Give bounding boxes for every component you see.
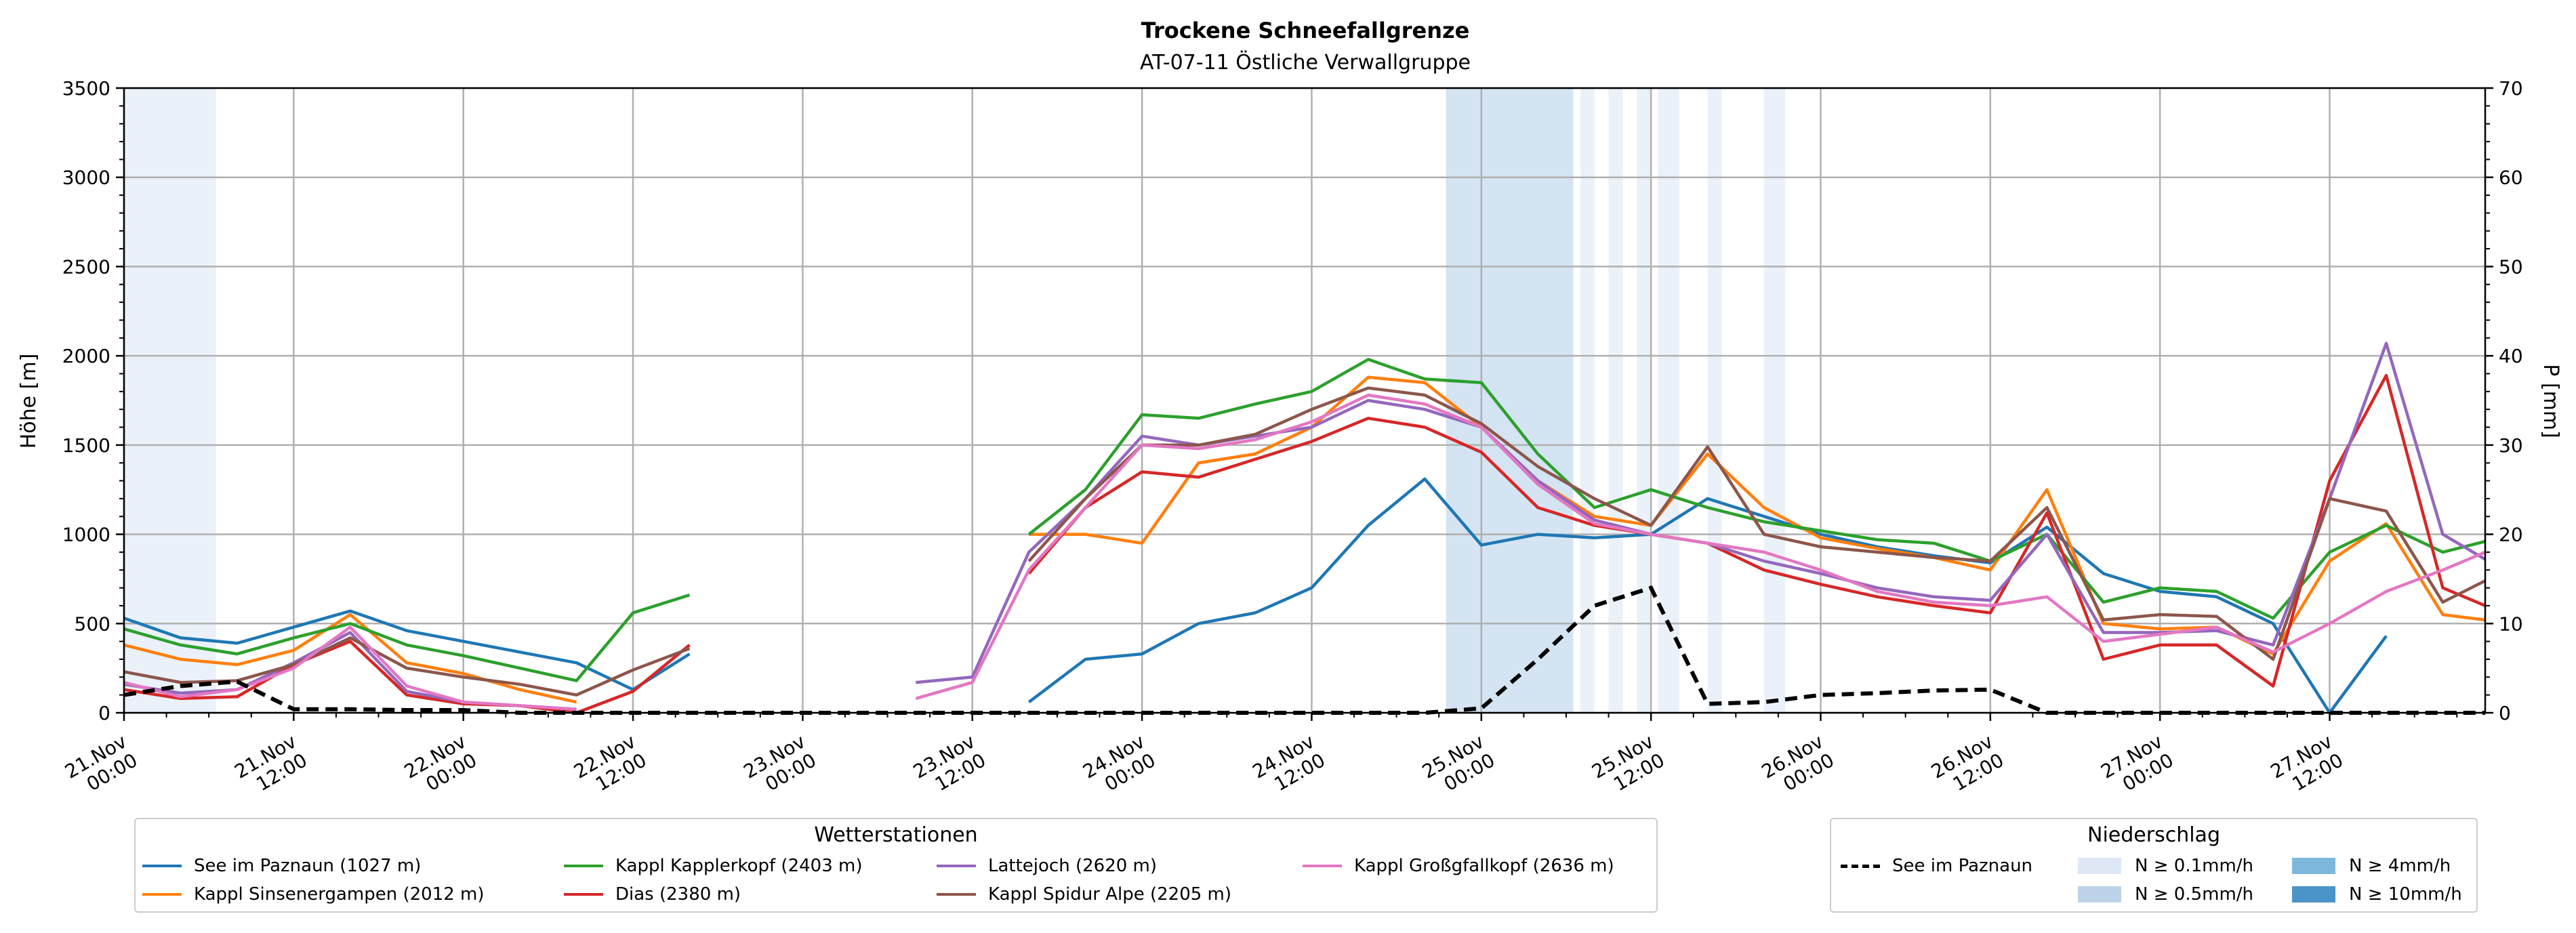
y-tick-label-0: 0 xyxy=(98,702,110,724)
y2-tick-label-7: 70 xyxy=(2499,77,2523,100)
precipitation-legend-title: Niederschlag xyxy=(1831,823,2476,847)
y2-tick-label-3: 30 xyxy=(2499,434,2523,457)
precip-band-7 xyxy=(1764,88,1785,713)
legend-item-kappl-spidur-alpe: Kappl Spidur Alpe (2205 m) xyxy=(937,884,1231,905)
x-tick-label-6: 24.Nov00:00 xyxy=(1079,730,1159,802)
y2-tick-label-5: 50 xyxy=(2499,255,2523,278)
legend-label: Kappl Sinsenergampen (2012 m) xyxy=(194,884,485,905)
station-series xyxy=(124,344,2485,713)
y-tick-label-5: 2500 xyxy=(62,255,110,278)
precip-band-1 xyxy=(1446,88,1574,713)
x-tick-label-9: 25.Nov12:00 xyxy=(1588,730,1668,802)
x-tick-label-10: 26.Nov00:00 xyxy=(1758,730,1838,802)
legend-label: N ≥ 0.1mm/h xyxy=(2135,856,2253,876)
series-line-4 xyxy=(124,344,2485,709)
legend-item-dias: Dias (2380 m) xyxy=(564,884,741,905)
x-tick-label-2: 22.Nov00:00 xyxy=(401,730,481,802)
x-tick-label-4: 23.Nov00:00 xyxy=(739,730,819,802)
x-tick-label-0: 21.Nov00:00 xyxy=(61,730,141,802)
legend-label: N ≥ 4mm/h xyxy=(2349,856,2451,876)
legend-item-lattejoch: Lattejoch (2620 m) xyxy=(937,856,1157,876)
stations-legend: Wetterstationen See im Paznaun (1027 m) … xyxy=(134,818,1658,913)
x-tick-label-7: 24.Nov12:00 xyxy=(1249,730,1329,802)
legend-label: N ≥ 10mm/h xyxy=(2349,884,2462,905)
chart-title: Trockene Schneefallgrenze xyxy=(1141,18,1470,43)
y2-tick-label-2: 20 xyxy=(2499,524,2523,546)
y2-tick-label-0: 0 xyxy=(2499,702,2511,724)
legend-item-kappl-sinsenergampen: Kappl Sinsenergampen (2012 m) xyxy=(142,884,485,905)
legend-item-precip-10: N ≥ 10mm/h xyxy=(2292,884,2462,905)
precipitation-series xyxy=(124,588,2485,713)
x-tick-label-1: 21.Nov12:00 xyxy=(230,730,310,802)
y2-tick-label-6: 60 xyxy=(2499,167,2523,189)
x-tick-label-5: 23.Nov12:00 xyxy=(909,730,989,802)
legend-label: Kappl Großgfallkopf (2636 m) xyxy=(1354,856,1614,876)
precip-band-0 xyxy=(124,88,216,713)
stations-legend-title: Wetterstationen xyxy=(136,823,1656,847)
precip-band-4 xyxy=(1637,88,1651,713)
legend-label: See im Paznaun xyxy=(1892,856,2032,876)
legend-item-precip-see-im-paznaun: See im Paznaun xyxy=(1841,856,2032,876)
legend-label: Kappl Kapplerkopf (2403 m) xyxy=(615,856,862,876)
y-tick-label-4: 2000 xyxy=(62,345,110,367)
legend-item-precip-05: N ≥ 0.5mm/h xyxy=(2078,884,2253,905)
precip-band-6 xyxy=(1708,88,1722,713)
legend-item-kappl-grossgfallkopf: Kappl Großgfallkopf (2636 m) xyxy=(1303,856,1614,876)
snowfall-limit-chart: Trockene Schneefallgrenze AT-07-11 Östli… xyxy=(0,0,2576,933)
precipitation-legend: Niederschlag See im Paznaun N ≥ 0.1mm/h … xyxy=(1830,818,2478,913)
y-tick-label-7: 3500 xyxy=(62,77,110,100)
grid xyxy=(124,88,2485,713)
legend-label: Lattejoch (2620 m) xyxy=(988,856,1157,876)
y-tick-label-3: 1500 xyxy=(62,434,110,457)
legend-item-see-im-paznaun: See im Paznaun (1027 m) xyxy=(142,856,421,876)
x-tick-label-8: 25.Nov00:00 xyxy=(1418,730,1498,802)
legend-label: See im Paznaun (1027 m) xyxy=(194,856,421,876)
precip-line xyxy=(124,588,2485,713)
y-tick-label-6: 3000 xyxy=(62,167,110,189)
y2-tick-label-4: 40 xyxy=(2499,345,2523,367)
legend-label: Dias (2380 m) xyxy=(615,884,741,905)
plot-frame xyxy=(124,88,2485,713)
legend-label: Kappl Spidur Alpe (2205 m) xyxy=(988,884,1231,905)
y-tick-label-2: 1000 xyxy=(62,524,110,546)
y2-tick-label-1: 10 xyxy=(2499,613,2523,635)
chart-subtitle: AT-07-11 Östliche Verwallgruppe xyxy=(1140,50,1471,75)
x-tick-label-13: 27.Nov12:00 xyxy=(2267,730,2347,802)
legend-label: N ≥ 0.5mm/h xyxy=(2135,884,2253,905)
x-tick-label-11: 26.Nov12:00 xyxy=(1927,730,2007,802)
legend-item-precip-4: N ≥ 4mm/h xyxy=(2292,856,2451,876)
y2-axis-label: P [mm] xyxy=(2539,364,2562,438)
y-tick-label-1: 500 xyxy=(75,613,110,635)
x-tick-label-12: 27.Nov00:00 xyxy=(2097,730,2177,802)
legend-item-kappl-kapplerkopf: Kappl Kapplerkopf (2403 m) xyxy=(564,856,862,876)
precip-band-5 xyxy=(1658,88,1679,713)
series-line-5 xyxy=(124,388,2485,695)
series-line-3 xyxy=(124,375,2485,713)
x-tick-label-3: 22.Nov12:00 xyxy=(570,730,650,802)
y-axis-label: Höhe [m] xyxy=(17,354,41,449)
legend-item-precip-01: N ≥ 0.1mm/h xyxy=(2078,856,2253,876)
precip-band-3 xyxy=(1609,88,1623,713)
